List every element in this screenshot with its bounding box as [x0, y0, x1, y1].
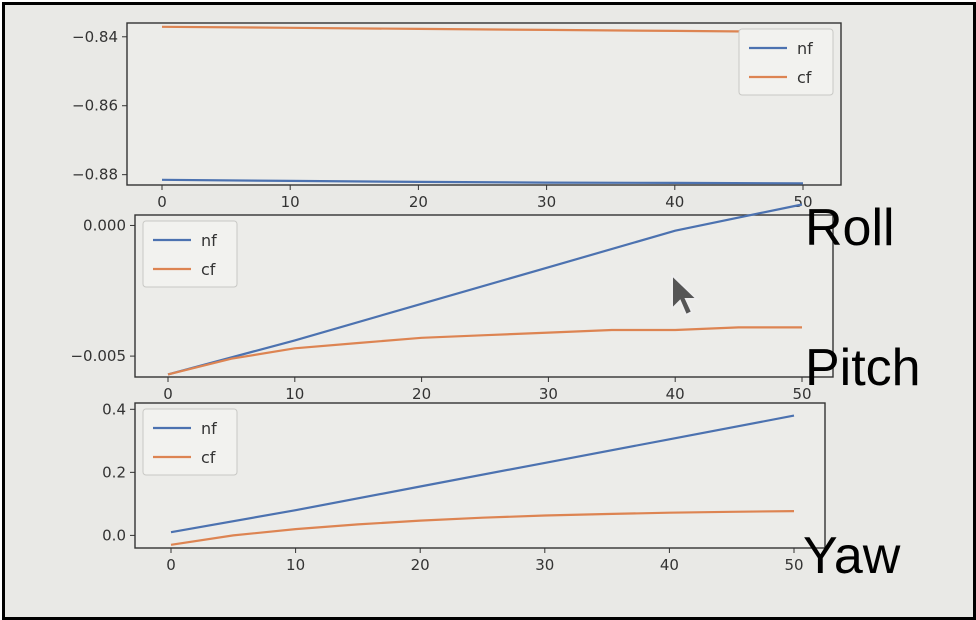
y-tick-label: 0.000 — [83, 216, 126, 234]
legend-box — [738, 28, 834, 96]
x-tick-label: 0 — [157, 193, 167, 211]
x-tick-label: 50 — [793, 193, 812, 211]
plot-area — [134, 214, 834, 378]
stacked-line-charts: 0 10 20 30 40 50 −0.84 −0.86 −0.88 nf cf 0 10 20 30 40 5… — [70, 22, 921, 585]
legend: nf cf — [142, 220, 238, 288]
legend-box — [142, 220, 238, 288]
y-tick-label: 0.4 — [102, 400, 126, 418]
x-tick-label: 20 — [412, 385, 431, 403]
x-tick-label: 40 — [660, 556, 679, 574]
series-line-nf — [167, 203, 803, 376]
chart-panel-2: 0 10 20 30 40 50 0.000 −0.005 nf cf — [70, 203, 834, 403]
x-tick-label: 10 — [285, 385, 304, 403]
legend-label-cf: cf — [201, 260, 216, 279]
y-tick-label: 0.2 — [102, 463, 126, 481]
legend-label-cf: cf — [797, 68, 812, 87]
chart-panel-1: 0 10 20 30 40 50 −0.84 −0.86 −0.88 nf cf — [72, 22, 842, 211]
series-line-cf — [170, 510, 795, 546]
plot-area — [126, 22, 842, 186]
legend-label-nf: nf — [797, 39, 813, 58]
x-tick-label: 30 — [537, 193, 556, 211]
y-tick-label: 0.0 — [102, 526, 126, 544]
legend-label-nf: nf — [201, 419, 217, 438]
x-tick-label: 0 — [166, 556, 176, 574]
mouse-cursor-icon — [671, 272, 700, 317]
series-line-nf — [161, 178, 804, 185]
x-tick-label: 50 — [792, 385, 811, 403]
y-tick-label: −0.86 — [72, 97, 118, 115]
x-tick-label: 30 — [539, 385, 558, 403]
x-tick-label: 10 — [286, 556, 305, 574]
x-tick-label: 0 — [163, 385, 173, 403]
pitch-annotation: Pitch — [805, 339, 921, 397]
x-tick-label: 40 — [666, 385, 685, 403]
x-tick-label: 50 — [784, 556, 803, 574]
x-tick-label: 40 — [665, 193, 684, 211]
legend: nf cf — [142, 408, 238, 476]
y-tick-label: −0.005 — [70, 347, 126, 365]
yaw-annotation: Yaw — [803, 527, 901, 585]
chart-panel-3: 0 10 20 30 40 50 0.4 0.2 0.0 nf cf — [102, 400, 826, 574]
series-line-cf — [167, 326, 802, 376]
y-tick-label: −0.88 — [72, 166, 118, 184]
legend: nf cf — [738, 28, 834, 96]
series-line-nf — [170, 414, 795, 534]
series-line-cf — [161, 25, 804, 34]
x-tick-label: 10 — [281, 193, 300, 211]
legend-label-nf: nf — [201, 231, 217, 250]
x-tick-label: 20 — [409, 193, 428, 211]
y-tick-label: −0.84 — [72, 28, 118, 46]
x-tick-label: 30 — [535, 556, 554, 574]
roll-annotation: Roll — [805, 199, 895, 257]
legend-label-cf: cf — [201, 448, 216, 467]
legend-box — [142, 408, 238, 476]
x-tick-label: 20 — [411, 556, 430, 574]
